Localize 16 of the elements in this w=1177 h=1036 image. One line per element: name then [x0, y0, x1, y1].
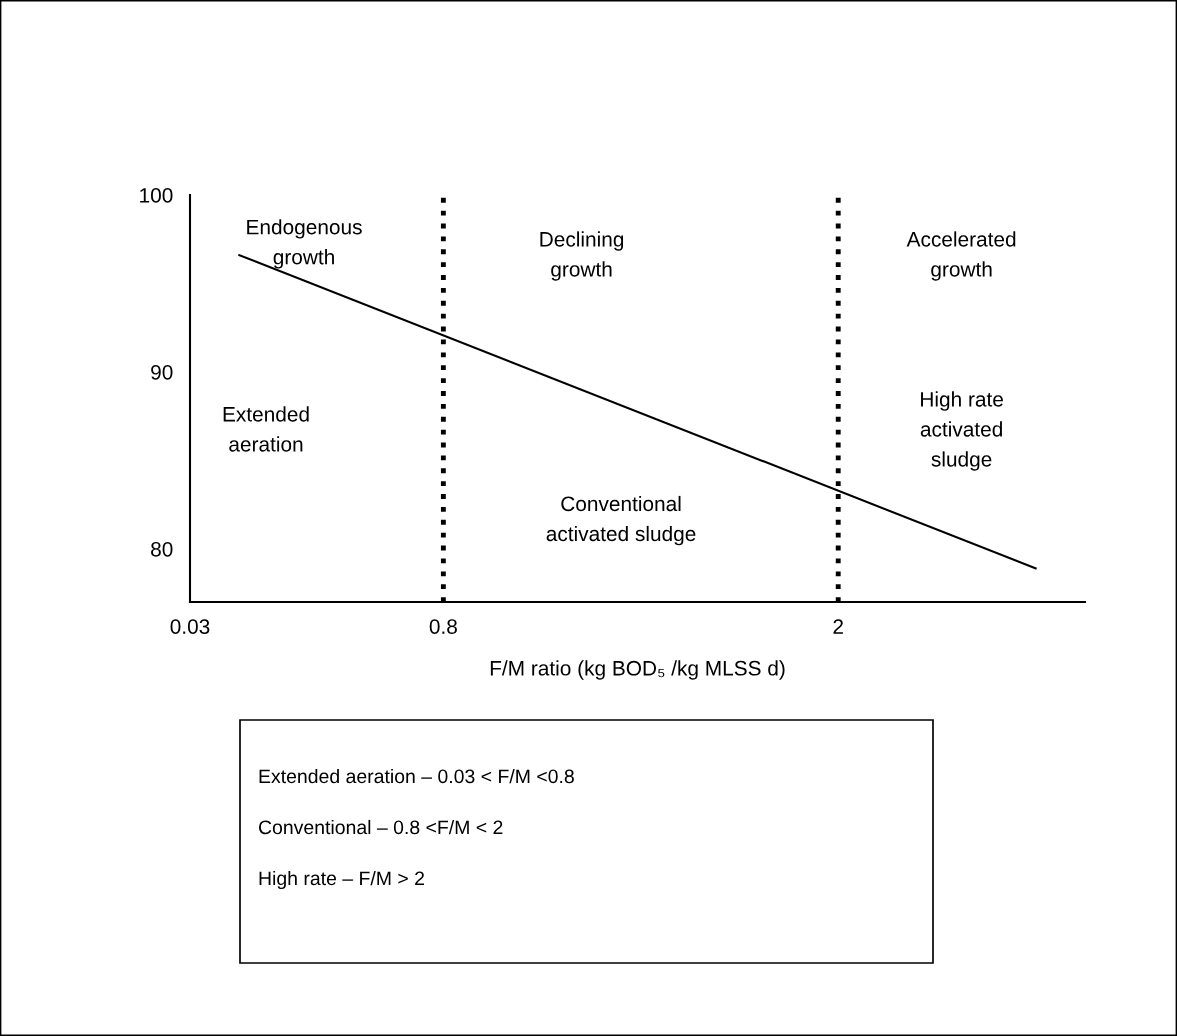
x-tick-label: 0.03 [170, 619, 210, 634]
annotation: High rate activated sludge [920, 391, 1003, 471]
x-tick-label: 0.8 [429, 619, 457, 634]
y-tick-label: 100 [140, 188, 173, 203]
y-tick-label: 90 [151, 364, 173, 380]
annotation: Accelerated growth [906, 231, 1016, 281]
text: Extended aeration – 0.03 < F/M <0.8 [259, 768, 574, 784]
annotation: Declining growth [540, 231, 624, 281]
annotation: Extended aeration [223, 406, 309, 452]
x-axis-title: F/M ratio (kg BOD₅ /kg MLSS d) [490, 660, 785, 680]
x-tick-label: 2 [833, 619, 843, 634]
annotation: Conventional activated sludge [546, 495, 696, 546]
text: High rate – F/M > 2 [259, 870, 424, 890]
annotation: Endogenous growth [247, 219, 362, 269]
text: Conventional – 0.8 <F/M < 2 [258, 819, 503, 835]
y-tick-label: 80 [151, 541, 173, 557]
